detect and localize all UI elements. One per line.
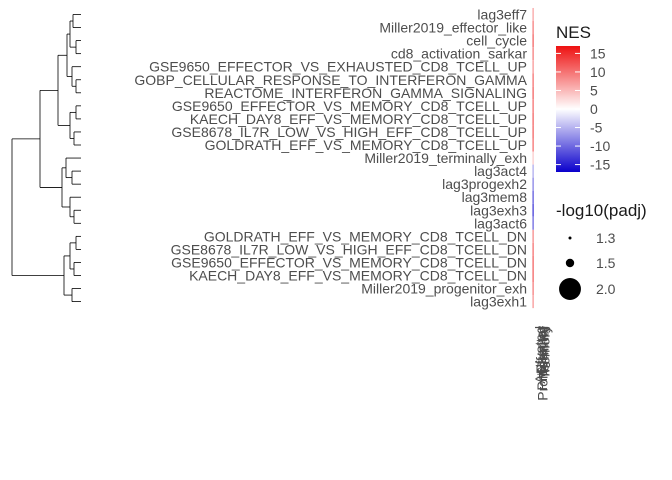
row-label-gse9650-effector-vs-exhausted-cd8-tcell-up: GSE9650_EFFECTOR_VS_EXHAUSTED_CD8_TCELL_… xyxy=(149,59,527,75)
row-label-gse9650-effector-vs-memory-cd8-tcell-up: GSE9650_EFFECTOR_VS_MEMORY_CD8_TCELL_UP xyxy=(172,98,527,114)
nes-cell-lag3act6 xyxy=(532,216,534,230)
nes-cell-miller2019-terminally-exh xyxy=(532,151,534,165)
row-label-lag3mem8: lag3mem8 xyxy=(462,189,528,205)
padj-size-key-label: 1.3 xyxy=(596,230,616,246)
nes-tick-label: 15 xyxy=(590,45,606,61)
padj-size-legend: -log10(padj) 1.3 1.5 2.0 xyxy=(556,201,647,300)
row-label-kaech-day8-eff-vs-memory-cd8-tcell-up: KAECH_DAY8_EFF_VS_MEMORY_CD8_TCELL_UP xyxy=(190,111,527,127)
row-label-gse8678-il7r-low-vs-high-eff-cd8-tcell-up: GSE8678_IL7R_LOW_VS_HIGH_EFF_CD8_TCELL_U… xyxy=(171,124,527,140)
nes-cell-miller2019-effector-like xyxy=(532,21,534,35)
nes-cell-gse8678-il7r-low-vs-high-eff-cd8-tcell-dn xyxy=(532,242,534,256)
nes-cell-gse9650-effector-vs-memory-cd8-tcell-dn xyxy=(532,255,534,269)
padj-size-key-label: 2.0 xyxy=(596,281,616,297)
nes-tick-label: -5 xyxy=(590,120,603,136)
nes-cell-cd8-activation-sarkar xyxy=(532,47,534,61)
row-label-gse9650-effector-vs-memory-cd8-tcell-dn: GSE9650_EFFECTOR_VS_MEMORY_CD8_TCELL_DN xyxy=(171,254,527,270)
row-label-cell-cycle: cell_cycle xyxy=(466,33,527,49)
row-label-gobp-cellular-response-to-interferon-gamma: GOBP_CELLULAR_RESPONSE_TO_INTERFERON_GAM… xyxy=(134,72,527,88)
row-label-cd8-activation-sarkar: cd8_activation_sarkar xyxy=(391,46,528,62)
nes-tick-label: 10 xyxy=(590,64,606,80)
column-label-terminal: Terminal xyxy=(536,326,552,379)
nes-cell-lag3mem8 xyxy=(532,190,534,204)
nes-cell-goldrath-eff-vs-memory-cd8-tcell-up xyxy=(532,138,534,152)
nes-color-strip xyxy=(532,7,534,309)
nes-cell-gse9650-effector-vs-exhausted-cd8-tcell-up xyxy=(532,60,534,74)
row-label-goldrath-eff-vs-memory-cd8-tcell-dn: GOLDRATH_EFF_VS_MEMORY_CD8_TCELL_DN xyxy=(204,228,527,244)
nes-cell-lag3act4 xyxy=(532,164,534,178)
nes-cell-gse9650-effector-vs-memory-cd8-tcell-up xyxy=(532,99,534,113)
nes-cell-gse8678-il7r-low-vs-high-eff-cd8-tcell-up xyxy=(532,125,534,139)
row-label-gse8678-il7r-low-vs-high-eff-cd8-tcell-dn: GSE8678_IL7R_LOW_VS_HIGH_EFF_CD8_TCELL_D… xyxy=(171,241,527,257)
nes-cell-kaech-day8-eff-vs-memory-cd8-tcell-up xyxy=(532,112,534,126)
row-label-miller2019-progenitor-exh: Miller2019_progenitor_exh xyxy=(361,281,527,297)
nes-tick-label: 5 xyxy=(590,82,598,98)
nes-tick-label: 0 xyxy=(590,101,598,117)
row-labels: lag3eff7Miller2019_effector_likecell_cyc… xyxy=(134,7,527,310)
padj-legend-title: -log10(padj) xyxy=(556,201,647,220)
padj-size-key-dot xyxy=(568,236,572,240)
row-label-kaech-day8-eff-vs-memory-cd8-tcell-dn: KAECH_DAY8_EFF_VS_MEMORY_CD8_TCELL_DN xyxy=(189,268,527,284)
column-label-activated: Activated xyxy=(532,326,548,384)
nes-color-legend: NES 15 10 5 0 -5 -10 -15 xyxy=(556,23,610,173)
column-labels: ActivatedEffectorProgenitorProliferating… xyxy=(532,326,553,401)
nes-tick-label: -15 xyxy=(590,157,610,173)
nes-cell-goldrath-eff-vs-memory-cd8-tcell-dn xyxy=(532,229,534,243)
column-label-memory: Memory xyxy=(537,326,553,377)
row-label-miller2019-effector-like: Miller2019_effector_like xyxy=(379,20,527,36)
column-label-proliferating: Proliferating xyxy=(535,326,551,401)
nes-cell-miller2019-progenitor-exh xyxy=(532,282,534,296)
nes-cell-gobp-cellular-response-to-interferon-gamma xyxy=(532,73,534,87)
padj-size-key-dot xyxy=(565,258,575,268)
nes-cell-lag3eff7 xyxy=(532,7,534,22)
nes-cell-lag3progexh2 xyxy=(532,177,534,191)
nes-cell-reactome-interferon-gamma-signaling xyxy=(532,86,534,100)
column-label-effector: Effector xyxy=(533,326,549,374)
nes-cell-cell-cycle xyxy=(532,34,534,48)
row-label-lag3eff7: lag3eff7 xyxy=(477,7,527,23)
row-label-lag3exh1: lag3exh1 xyxy=(470,294,527,310)
nes-cell-kaech-day8-eff-vs-memory-cd8-tcell-dn xyxy=(532,268,534,283)
padj-size-key-label: 1.5 xyxy=(596,255,616,271)
column-label-progenitor: Progenitor xyxy=(534,326,550,391)
padj-size-key-dot xyxy=(559,278,581,300)
nes-cell-lag3exh1 xyxy=(532,295,534,309)
nes-legend-title: NES xyxy=(556,23,591,42)
row-label-lag3progexh2: lag3progexh2 xyxy=(442,176,527,192)
row-label-reactome-interferon-gamma-signaling: REACTOME_INTERFERON_GAMMA_SIGNALING xyxy=(204,85,527,101)
row-label-lag3act4: lag3act4 xyxy=(474,163,527,179)
nes-cell-lag3exh3 xyxy=(532,203,534,217)
row-label-miller2019-terminally-exh: Miller2019_terminally_exh xyxy=(364,150,527,166)
row-label-lag3act6: lag3act6 xyxy=(474,215,527,231)
row-label-lag3exh3: lag3exh3 xyxy=(470,202,527,218)
row-dendrogram xyxy=(11,14,81,303)
nes-tick-label: -10 xyxy=(590,138,610,154)
row-label-goldrath-eff-vs-memory-cd8-tcell-up: GOLDRATH_EFF_VS_MEMORY_CD8_TCELL_UP xyxy=(205,137,527,153)
